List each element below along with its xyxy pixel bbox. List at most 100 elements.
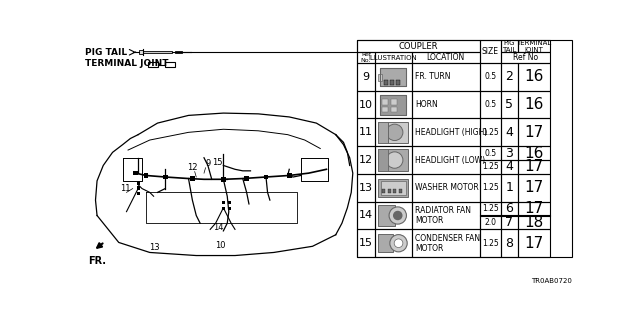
Text: 12: 12 [359, 155, 373, 165]
Text: 5: 5 [506, 98, 513, 111]
Bar [190, 176, 195, 181]
Bar [264, 175, 268, 179]
Text: 14: 14 [359, 211, 373, 220]
Text: HEADLIGHT (LOW): HEADLIGHT (LOW) [415, 156, 485, 164]
Bar [143, 173, 148, 178]
Bar [518, 40, 550, 52]
Bar [412, 146, 480, 174]
Bar [378, 149, 388, 171]
Text: ILLUSTRATION: ILLUSTRATION [369, 55, 417, 61]
Text: 17: 17 [525, 180, 544, 195]
Text: 13: 13 [359, 183, 373, 193]
Text: PIG
TAIL: PIG TAIL [502, 40, 516, 52]
Text: 1.25: 1.25 [482, 163, 499, 172]
Bar [163, 175, 168, 179]
Bar [358, 146, 374, 174]
Circle shape [389, 207, 406, 224]
Bar [390, 80, 394, 84]
Bar [501, 202, 518, 215]
Bar [221, 177, 226, 182]
Text: 11: 11 [359, 127, 373, 137]
Bar [501, 229, 518, 257]
Bar [501, 215, 518, 229]
Bar [358, 52, 374, 63]
Bar [480, 146, 501, 160]
Bar [388, 189, 391, 193]
Bar [518, 63, 550, 91]
Bar [396, 80, 400, 84]
Bar [358, 229, 374, 257]
Bar [501, 146, 518, 160]
Text: WASHER MOTOR: WASHER MOTOR [415, 183, 479, 192]
Bar [391, 107, 397, 112]
Bar [380, 95, 406, 115]
Text: 17: 17 [525, 236, 544, 251]
Bar [175, 51, 182, 53]
Bar [480, 202, 501, 215]
Text: 10: 10 [359, 100, 373, 110]
Bar [358, 40, 480, 52]
Bar [222, 207, 225, 210]
Bar [501, 52, 550, 63]
Text: 4: 4 [506, 161, 513, 173]
Bar [134, 171, 138, 175]
Bar [374, 118, 412, 146]
Text: 17: 17 [525, 159, 544, 174]
Bar [378, 205, 395, 226]
Bar [358, 63, 374, 91]
Bar [143, 51, 172, 53]
Text: 0.5: 0.5 [484, 72, 497, 81]
Bar [374, 174, 412, 202]
Bar [378, 122, 408, 143]
Text: 1.25: 1.25 [482, 204, 499, 213]
Bar [139, 50, 143, 54]
Text: HORN: HORN [415, 100, 438, 109]
Text: 13: 13 [149, 243, 160, 252]
Text: 0.5: 0.5 [484, 100, 497, 109]
Bar [501, 174, 518, 202]
Bar [358, 40, 572, 257]
Bar [378, 149, 408, 171]
Bar [518, 174, 550, 202]
Text: 15: 15 [212, 158, 223, 167]
Bar [244, 176, 249, 181]
Text: 16: 16 [524, 69, 544, 84]
Text: TERMINAL
JOINT: TERMINAL JOINT [516, 40, 552, 52]
Text: 10: 10 [215, 241, 225, 250]
Bar [228, 201, 231, 204]
Bar [391, 99, 397, 105]
Bar [136, 186, 140, 190]
Bar [501, 63, 518, 91]
Bar [480, 40, 501, 63]
Bar [358, 202, 374, 229]
Text: 9: 9 [362, 72, 369, 82]
Text: Ref No: Ref No [513, 53, 538, 62]
Bar [378, 74, 382, 81]
Bar [480, 229, 501, 257]
Bar [480, 91, 501, 118]
Bar [501, 160, 518, 174]
Text: 3: 3 [506, 147, 513, 160]
Bar [480, 160, 501, 174]
Circle shape [387, 152, 403, 168]
Bar [374, 202, 412, 229]
Bar [480, 63, 501, 91]
Bar [518, 118, 550, 146]
Circle shape [394, 239, 403, 248]
Bar [378, 179, 408, 197]
Bar [374, 52, 412, 63]
Bar [412, 174, 480, 202]
Bar [380, 95, 406, 115]
Text: RADIATOR FAN
MOTOR: RADIATOR FAN MOTOR [415, 206, 471, 225]
Text: FR.: FR. [88, 256, 106, 266]
Text: 15: 15 [359, 238, 373, 248]
Text: 9: 9 [205, 159, 211, 168]
Bar [382, 107, 388, 112]
Bar [136, 181, 140, 185]
Bar [412, 91, 480, 118]
Text: LOCATION: LOCATION [427, 53, 465, 62]
Bar [518, 215, 550, 229]
Bar [358, 91, 374, 118]
Text: 18: 18 [525, 215, 544, 230]
Circle shape [387, 124, 403, 140]
